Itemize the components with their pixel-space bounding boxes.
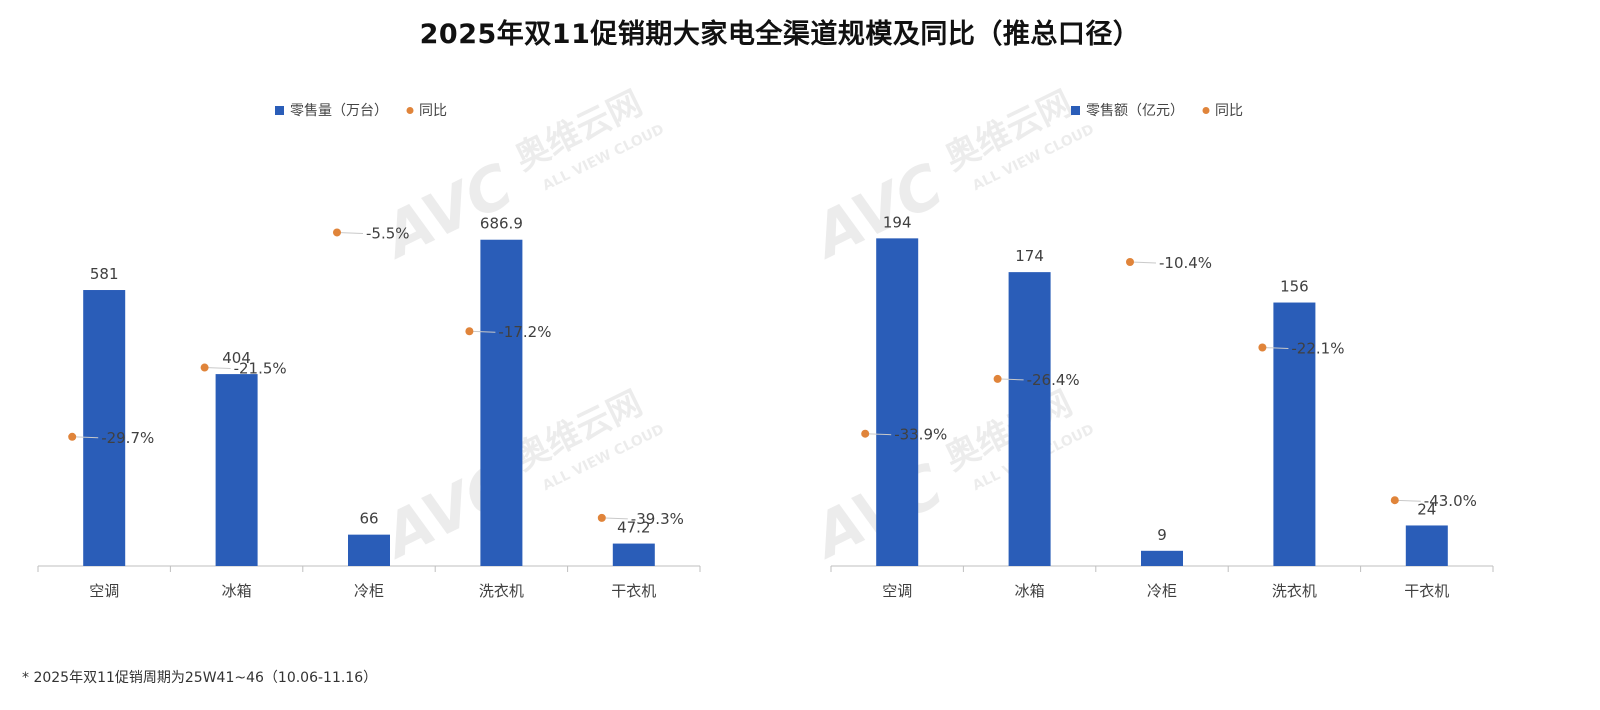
legend-bar-swatch <box>1071 106 1080 115</box>
yoy-point <box>200 363 209 372</box>
yoy-point <box>1126 258 1134 266</box>
category-label: 干衣机 <box>611 582 656 600</box>
yoy-leader <box>601 517 628 520</box>
legend-yoy-swatch <box>1202 107 1210 114</box>
bar-value-label: 404 <box>222 349 251 367</box>
yoy-point <box>465 327 474 336</box>
yoy-point <box>597 513 606 522</box>
bar-value-label: 47.2 <box>617 519 650 537</box>
footnote: * 2025年双11促销周期为25W41~46（10.06-11.16） <box>22 670 378 686</box>
bar <box>1273 302 1316 566</box>
category-label: 冰箱 <box>222 582 252 600</box>
bar <box>480 239 523 566</box>
yoy-value-label: -22.1% <box>1291 340 1344 358</box>
yoy-leader <box>469 330 496 333</box>
yoy-value-label: -10.4% <box>1159 254 1212 272</box>
legend-bar-label: 零售量（万台） <box>290 103 388 119</box>
bar-value-label: 9 <box>1157 526 1167 544</box>
yoy-value-label: -39.3% <box>631 510 684 528</box>
yoy-value-label: -5.5% <box>366 224 410 242</box>
chart-title: 2025年双11促销期大家电全渠道规模及同比（推总口径） <box>419 19 1141 50</box>
yoy-value-label: -29.7% <box>101 429 154 447</box>
legend-yoy-label: 同比 <box>1215 103 1243 119</box>
yoy-point <box>333 228 341 237</box>
bar <box>1405 525 1448 566</box>
legend-bar-swatch <box>275 106 284 115</box>
category-label: 冰箱 <box>1015 582 1045 600</box>
yoy-leader <box>1394 499 1421 502</box>
bar-value-label: 24 <box>1417 500 1436 518</box>
yoy-leader <box>1262 347 1289 349</box>
yoy-point <box>861 429 870 438</box>
yoy-leader <box>865 433 892 436</box>
legend: 零售额（亿元） 同比 <box>1071 103 1243 119</box>
yoy-value-label: -26.4% <box>1027 371 1080 389</box>
bar <box>348 534 390 566</box>
yoy-point <box>1258 343 1267 352</box>
legend-yoy-label: 同比 <box>419 103 447 119</box>
legend-yoy-swatch <box>406 107 414 114</box>
category-label: 干衣机 <box>1404 582 1449 600</box>
bar <box>1008 272 1051 566</box>
yoy-leader <box>997 378 1024 381</box>
yoy-value-label: -17.2% <box>498 323 551 341</box>
yoy-point <box>68 432 77 441</box>
legend: 零售量（万台） 同比 <box>275 103 447 119</box>
bar-value-label: 686.9 <box>480 215 523 233</box>
yoy-leader <box>204 367 231 370</box>
bar <box>1141 550 1183 566</box>
category-label: 洗衣机 <box>479 582 524 600</box>
yoy-leader <box>72 436 99 439</box>
yoy-point <box>993 374 1002 383</box>
bar-value-label: 156 <box>1280 278 1309 296</box>
bar <box>215 374 258 566</box>
yoy-leader <box>336 231 364 234</box>
yoy-point <box>1390 496 1399 505</box>
bar-value-label: 174 <box>1015 247 1044 265</box>
category-label: 洗衣机 <box>1272 582 1317 600</box>
bar <box>876 238 919 566</box>
category-label: 冷柜 <box>354 582 384 600</box>
bar <box>612 543 655 566</box>
category-label: 空调 <box>89 582 119 600</box>
bar-value-label: 581 <box>90 265 119 283</box>
yoy-value-label: -33.9% <box>894 426 947 444</box>
bar-value-label: 194 <box>883 213 912 231</box>
bar <box>83 290 126 566</box>
bar-value-label: 66 <box>359 510 378 528</box>
yoy-value-label: -43.0% <box>1424 492 1477 510</box>
legend-bar-label: 零售额（亿元） <box>1086 103 1184 119</box>
yoy-value-label: -21.5% <box>234 360 287 378</box>
category-label: 冷柜 <box>1147 582 1177 600</box>
category-label: 空调 <box>882 582 912 600</box>
yoy-leader <box>1129 261 1157 264</box>
